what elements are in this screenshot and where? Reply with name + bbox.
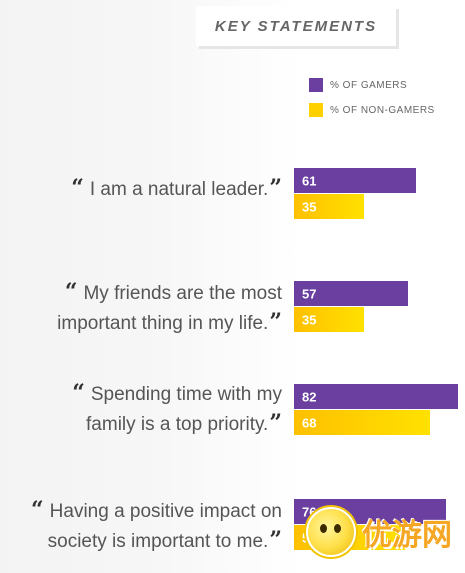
bar-non-gamers-3 — [294, 410, 430, 435]
open-quote-icon: “ — [64, 279, 78, 305]
legend-label-non-gamers: % OF NON-GAMERS — [330, 104, 435, 116]
close-quote-icon: ” — [269, 175, 282, 201]
bar-label-gamers-2: 57 — [302, 287, 316, 302]
bar-gamers-1 — [294, 168, 416, 193]
legend-swatch-gamers — [309, 78, 323, 92]
background-shade — [0, 0, 300, 573]
bar-label-non-gamers-3: 68 — [302, 416, 316, 431]
bar-label-gamers-1: 61 — [302, 174, 316, 189]
statement-3-line-2: family is a top priority. — [86, 414, 269, 435]
open-quote-icon: “ — [71, 175, 84, 201]
bar-gamers-3 — [294, 384, 458, 409]
bar-label-non-gamers-2: 35 — [302, 313, 316, 328]
bar-non-gamers-2 — [294, 307, 364, 332]
open-quote-icon: “ — [72, 380, 85, 406]
bar-label-non-gamers-1: 35 — [302, 200, 316, 215]
legend-swatch-non-gamers — [309, 103, 323, 117]
close-quote-icon: ” — [269, 410, 282, 436]
statement-4-line-2: society is important to me. — [47, 531, 269, 552]
statement-1: “I am a natural leader.” — [71, 174, 282, 204]
close-quote-icon: ” — [269, 527, 282, 553]
watermark: 优游网 — [306, 498, 456, 566]
bar-non-gamers-1 — [294, 194, 364, 219]
legend: % OF GAMERS % OF NON-GAMERS — [309, 78, 435, 128]
legend-item-gamers: % OF GAMERS — [309, 78, 435, 92]
open-quote-icon: “ — [31, 497, 44, 523]
legend-item-non-gamers: % OF NON-GAMERS — [309, 103, 435, 117]
watermark-text: 优游网 — [362, 518, 452, 553]
statement-2: “My friends are the most important thing… — [57, 278, 282, 338]
bar-label-gamers-3: 82 — [302, 390, 316, 405]
statement-3-line-1: Spending time with my — [90, 384, 282, 405]
statement-4-line-1: Having a positive impact on — [49, 501, 282, 522]
bar-gamers-2 — [294, 281, 408, 306]
close-quote-icon: ” — [269, 309, 282, 335]
page-title: KEY STATEMENTS — [214, 17, 378, 35]
statement-1-line-1: I am a natural leader. — [89, 179, 269, 200]
mascot-face-icon — [306, 507, 356, 557]
header-box: KEY STATEMENTS — [196, 6, 396, 46]
legend-label-gamers: % OF GAMERS — [330, 79, 408, 91]
statement-3: “Spending time with my family is a top p… — [72, 379, 282, 439]
statement-2-line-2: important thing in my life. — [57, 313, 269, 334]
statement-2-line-1: My friends are the most — [83, 283, 282, 304]
statement-4: “Having a positive impact on society is … — [31, 496, 282, 556]
